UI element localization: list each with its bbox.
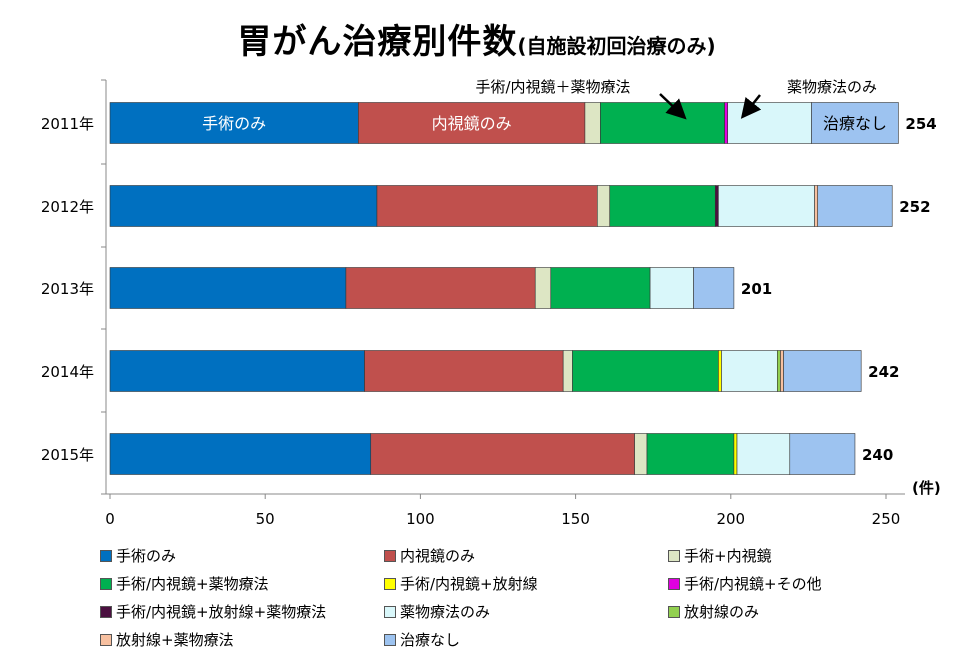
x-tick-label: 50 [256, 510, 275, 528]
bar-segment [789, 433, 856, 475]
legend-swatch [384, 578, 396, 590]
x-tick-label: 250 [872, 510, 901, 528]
legend-swatch [668, 606, 680, 618]
bar-segment [783, 350, 862, 392]
legend-label: 治療なし [400, 631, 461, 649]
bar-segment [109, 267, 347, 309]
legend-swatch [384, 550, 396, 562]
legend-item: 手術/内視鏡+放射線+薬物療法 [100, 602, 326, 622]
legend-item: 内視鏡のみ [384, 546, 475, 566]
bar-segment [109, 102, 359, 144]
bar-segment [584, 102, 601, 144]
x-tick-label: 0 [105, 510, 115, 528]
bar-segment [814, 185, 819, 227]
legend-label: 手術/内視鏡+その他 [684, 575, 822, 593]
bar-segment [724, 102, 728, 144]
in-bar-label: 内視鏡のみ [432, 114, 512, 133]
annotation-arrow [659, 93, 687, 120]
in-bar-label: 手術のみ [202, 114, 266, 133]
in-bar-label: 治療なし [823, 114, 887, 133]
bar-segment [718, 185, 815, 227]
annotation-arrow [740, 94, 762, 119]
bar-segment [534, 267, 552, 309]
legend-item: 手術+内視鏡 [668, 546, 772, 566]
bar-segment [597, 185, 611, 227]
bar-segment [714, 185, 719, 227]
bar-segment [646, 433, 735, 475]
legend-label: 放射線+薬物療法 [116, 631, 234, 649]
legend-label: 手術/内視鏡+放射線 [400, 575, 538, 593]
bar-segment [811, 102, 899, 144]
legend-item: 手術のみ [100, 546, 176, 566]
bar-segment [733, 433, 738, 475]
bar-segment [109, 433, 372, 475]
bar-total-label: 242 [868, 363, 899, 381]
bar-segment [572, 350, 719, 392]
bar-segment [609, 185, 716, 227]
legend-item: 手術/内視鏡+薬物療法 [100, 574, 269, 594]
y-category-label: 2013年 [41, 280, 94, 298]
legend-item: 手術/内視鏡+放射線 [384, 574, 538, 594]
chart-title: 胃がん治療別件数(自施設初回治療のみ) [0, 14, 953, 63]
bar-total-label: 254 [905, 115, 936, 133]
bar-segment [600, 102, 725, 144]
legend-swatch [384, 606, 396, 618]
legend-item: 手術/内視鏡+その他 [668, 574, 822, 594]
bar-segment [727, 102, 812, 144]
bar-segment [693, 267, 735, 309]
bar-segment [358, 102, 586, 144]
legend-item: 放射線+薬物療法 [100, 630, 234, 650]
legend-label: 手術/内視鏡+薬物療法 [116, 575, 269, 593]
bar-segment [376, 185, 598, 227]
bar-segment [780, 350, 784, 392]
bar-segment [364, 350, 564, 392]
legend-swatch [668, 550, 680, 562]
bar-segment [109, 350, 365, 392]
bar-segment [634, 433, 648, 475]
bar-segment [370, 433, 635, 475]
annotation-label: 手術/内視鏡＋薬物療法 [475, 78, 630, 96]
legend-swatch [100, 578, 112, 590]
title-sub: (自施設初回治療のみ) [517, 34, 716, 58]
bar-segment [736, 433, 791, 475]
bar-total-label: 252 [899, 198, 930, 216]
x-axis-unit-label: (件) [912, 479, 941, 497]
legend-swatch [384, 634, 396, 646]
legend-item: 放射線のみ [668, 602, 759, 622]
bar-plot: 0 50 100 150 200 250 (件) 2011年 254 2012年 252 2013年 2… [41, 78, 941, 528]
bar-segment [777, 350, 781, 392]
legend-swatch [100, 606, 112, 618]
legend-swatch [100, 550, 112, 562]
bar-segment [345, 267, 536, 309]
legend-label: 内視鏡のみ [400, 547, 476, 565]
annotation-label: 薬物療法のみ [787, 78, 877, 96]
bar-segment [550, 267, 651, 309]
bar-total-label: 201 [741, 280, 772, 298]
legend-item: 薬物療法のみ [384, 602, 490, 622]
bar-segment [562, 350, 573, 392]
x-tick-label: 200 [716, 510, 745, 528]
y-category-label: 2014年 [41, 363, 94, 381]
legend-label: 手術+内視鏡 [684, 547, 772, 565]
legend-label: 手術のみ [116, 547, 177, 565]
bar-segment [109, 185, 378, 227]
y-category-label: 2011年 [41, 115, 94, 133]
legend-label: 薬物療法のみ [400, 603, 491, 621]
legend-swatch [100, 634, 112, 646]
legend-label: 放射線のみ [684, 603, 760, 621]
y-category-label: 2012年 [41, 198, 94, 216]
title-main: 胃がん治療別件数 [237, 22, 518, 62]
bar-segment [649, 267, 694, 309]
bar-total-label: 240 [862, 446, 893, 464]
legend-item: 治療なし [384, 630, 460, 650]
bar-segment [721, 350, 778, 392]
legend-label: 手術/内視鏡+放射線+薬物療法 [116, 603, 327, 621]
bar-segment [817, 185, 893, 227]
x-tick-label: 100 [406, 510, 435, 528]
legend-swatch [668, 578, 680, 590]
x-tick-label: 150 [561, 510, 590, 528]
bar-segment [718, 350, 722, 392]
y-category-label: 2015年 [41, 446, 94, 464]
